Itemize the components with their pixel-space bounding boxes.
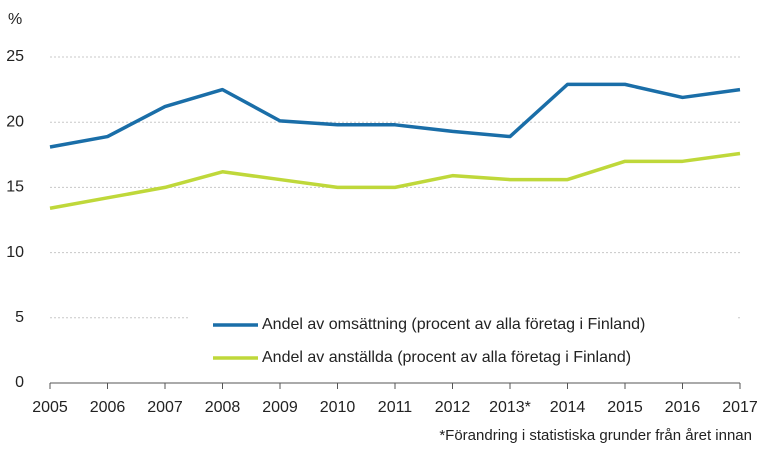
legend-box — [190, 305, 738, 375]
series-line — [49, 151, 741, 210]
x-tick-label: 2006 — [90, 399, 126, 416]
x-tick-label: 2016 — [665, 399, 701, 416]
legend-label: Andel av anställda (procent av alla före… — [262, 349, 631, 366]
x-tick-label: 2008 — [205, 399, 241, 416]
x-tick-label: 2010 — [320, 399, 356, 416]
footnote: *Förandring i statistiska grunder från å… — [439, 427, 752, 444]
y-tick-label: 15 — [6, 179, 24, 196]
y-tick-label: 5 — [15, 309, 24, 326]
x-tick-label: 2015 — [607, 399, 643, 416]
x-tick-label: 2011 — [378, 399, 413, 416]
legend-label: Andel av omsättning (procent av alla för… — [262, 316, 645, 333]
x-tick-label: 2009 — [262, 399, 298, 416]
series-line — [49, 82, 741, 149]
y-tick-label: 0 — [15, 374, 24, 391]
y-tick-label: 10 — [6, 244, 24, 261]
x-tick-label: 2013* — [489, 399, 531, 416]
y-tick-label: 25 — [6, 48, 24, 65]
x-tick-label: 2005 — [32, 399, 68, 416]
y-tick-label: 20 — [6, 113, 24, 130]
y-axis-label: % — [8, 11, 22, 28]
x-tick-label: 2012 — [435, 399, 471, 416]
x-tick-label: 2017 — [722, 399, 758, 416]
x-tick-label: 2007 — [147, 399, 183, 416]
x-tick-label: 2014 — [550, 399, 586, 416]
